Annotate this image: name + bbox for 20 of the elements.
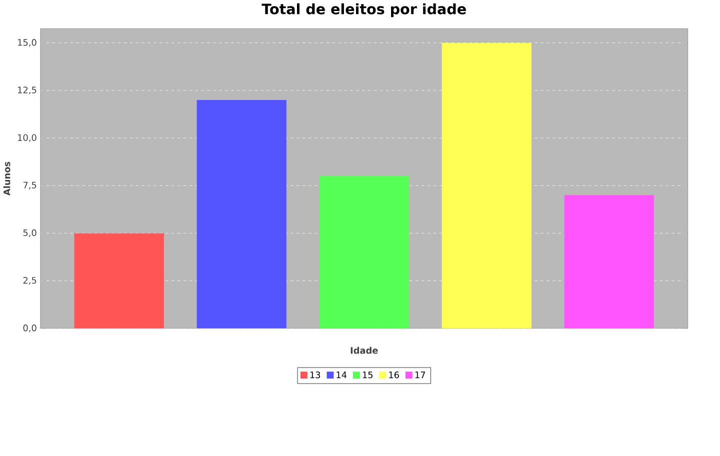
y-tick-label: 10,0 bbox=[18, 134, 36, 142]
y-tick-label: 15,0 bbox=[18, 39, 36, 47]
legend-label: 16 bbox=[389, 372, 399, 378]
legend-label: 13 bbox=[310, 372, 320, 378]
y-tick-label: 0,0 bbox=[23, 324, 36, 332]
y-axis-title: Alunos bbox=[3, 162, 10, 196]
bar bbox=[74, 233, 164, 328]
legend-label: 15 bbox=[362, 372, 372, 378]
bar bbox=[564, 195, 654, 328]
bar bbox=[319, 176, 409, 328]
y-tick-label: 7,5 bbox=[23, 182, 36, 190]
x-axis-title: Idade bbox=[350, 346, 378, 354]
chart-title: Total de eleitos por idade bbox=[262, 3, 466, 18]
legend-label: 14 bbox=[336, 372, 347, 378]
bar bbox=[442, 42, 532, 328]
legend-label: 17 bbox=[415, 372, 426, 378]
y-tick-label: 2,5 bbox=[23, 277, 36, 285]
y-tick-label: 12,5 bbox=[18, 86, 36, 94]
bar bbox=[196, 100, 286, 328]
y-tick-label: 5,0 bbox=[23, 229, 36, 238]
